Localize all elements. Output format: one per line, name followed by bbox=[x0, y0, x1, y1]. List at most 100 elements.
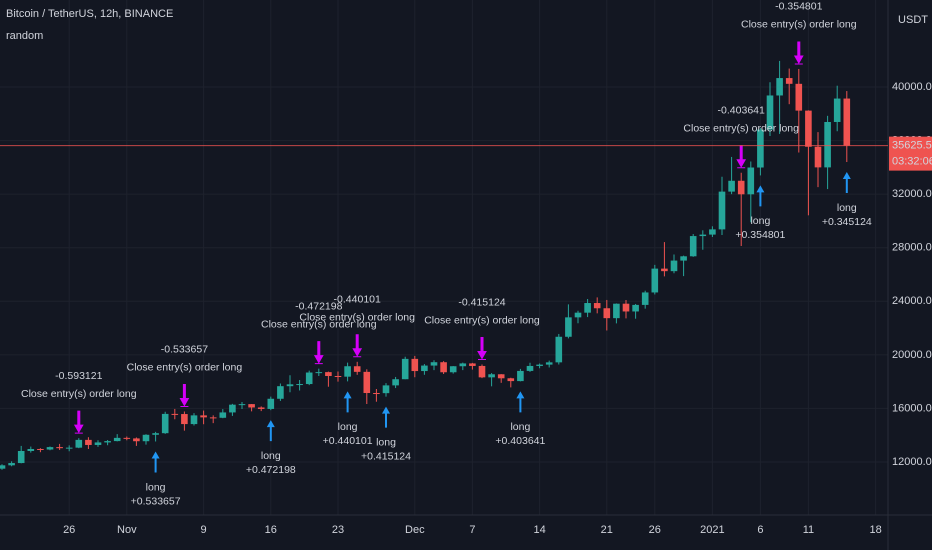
exit-label: Close entry(s) order long bbox=[261, 318, 377, 330]
grid-layer bbox=[0, 0, 888, 515]
candle-body bbox=[680, 256, 687, 261]
exit-qty: -0.593121 bbox=[55, 370, 102, 382]
candle-body bbox=[526, 365, 534, 371]
last-price-box bbox=[889, 136, 932, 171]
candle-body bbox=[469, 363, 476, 366]
x-tick-label: 11 bbox=[803, 524, 814, 536]
candle-body bbox=[776, 78, 783, 96]
exit-label: Close entry(s) order long bbox=[127, 361, 243, 373]
candle-body bbox=[584, 303, 591, 313]
indicator-name: random bbox=[6, 30, 43, 42]
candle-body bbox=[113, 437, 121, 442]
candle-body bbox=[363, 371, 371, 394]
candle-body bbox=[843, 98, 851, 146]
candle-body bbox=[27, 448, 35, 451]
candle-body bbox=[785, 78, 793, 84]
x-tick-label: 7 bbox=[469, 524, 475, 536]
entry-label: long bbox=[750, 215, 770, 227]
exit-qty: -0.472198 bbox=[295, 300, 342, 312]
x-tick-label: 16 bbox=[265, 524, 277, 536]
candle-body bbox=[478, 365, 486, 378]
candle-body bbox=[632, 304, 639, 312]
candle-body bbox=[161, 413, 169, 434]
candle-body bbox=[190, 415, 198, 425]
candle-body bbox=[229, 404, 236, 413]
x-tick-label: 6 bbox=[757, 524, 763, 536]
candle-body bbox=[401, 358, 409, 380]
candle-body bbox=[373, 393, 380, 395]
entry-arrow bbox=[842, 172, 851, 194]
candle-body bbox=[8, 463, 15, 466]
exit-qty: -0.533657 bbox=[161, 343, 208, 355]
candle-body bbox=[353, 366, 361, 372]
x-tick-label: 14 bbox=[533, 524, 545, 536]
candle-body bbox=[75, 439, 83, 448]
candle-body bbox=[449, 366, 457, 373]
candle-body bbox=[728, 180, 735, 192]
x-tick-label: 23 bbox=[332, 524, 344, 536]
x-tick-label: 26 bbox=[649, 524, 661, 536]
candle-body bbox=[622, 303, 630, 312]
candle-body bbox=[545, 362, 553, 365]
entry-label: long bbox=[837, 202, 857, 214]
candle-body bbox=[133, 438, 140, 442]
candle-body bbox=[565, 317, 572, 337]
candle-body bbox=[315, 372, 323, 374]
candle-body bbox=[267, 398, 275, 409]
candle-body bbox=[296, 384, 303, 386]
entry-arrow bbox=[266, 420, 275, 442]
candle-body bbox=[613, 303, 620, 319]
candle-body bbox=[641, 292, 649, 305]
x-tick-label: Dec bbox=[405, 524, 425, 536]
candle-body bbox=[65, 447, 73, 449]
candle-body bbox=[421, 365, 428, 372]
candle-body bbox=[670, 260, 678, 272]
x-tick-label: 26 bbox=[63, 524, 75, 536]
entry-qty: +0.472198 bbox=[246, 464, 296, 476]
candle-body bbox=[689, 236, 697, 257]
candle-body bbox=[555, 336, 563, 363]
candle-body bbox=[488, 374, 495, 378]
exit-qty: -0.403641 bbox=[718, 105, 765, 117]
candle-body bbox=[795, 83, 803, 111]
candle-body bbox=[661, 268, 668, 272]
y-tick-label: 32000.00 bbox=[892, 188, 932, 200]
exit-qty: -0.415124 bbox=[458, 296, 505, 308]
entry-label: long bbox=[146, 481, 166, 493]
plot-layer bbox=[0, 41, 851, 473]
exit-label: Close entry(s) order long bbox=[299, 312, 415, 324]
candle-body bbox=[85, 439, 92, 445]
candle-body bbox=[833, 98, 841, 122]
candle-body bbox=[17, 450, 25, 464]
candle-body bbox=[411, 358, 419, 372]
exit-label: Close entry(s) order long bbox=[424, 314, 540, 326]
x-tick-label: 2021 bbox=[700, 524, 724, 536]
entry-qty: +0.354801 bbox=[735, 229, 785, 241]
candle-body bbox=[286, 384, 294, 387]
candle-body bbox=[709, 229, 716, 235]
candle-body bbox=[238, 404, 246, 406]
exit-qty: -0.354801 bbox=[775, 1, 822, 13]
candle-body bbox=[440, 362, 447, 373]
y-tick-label: 28000.00 bbox=[892, 242, 932, 254]
y-tick-label: 24000.00 bbox=[892, 295, 932, 307]
last-price-label: 35625.53 bbox=[892, 140, 932, 152]
x-tick-label: 21 bbox=[601, 524, 613, 536]
entry-arrow bbox=[343, 391, 352, 413]
entry-arrow bbox=[382, 406, 390, 428]
y-tick-label: 40000.00 bbox=[892, 81, 932, 93]
entry-arrow bbox=[516, 391, 525, 413]
candle-body bbox=[248, 404, 255, 408]
candle-body bbox=[94, 442, 102, 445]
candle-body bbox=[142, 434, 150, 442]
exit-label: Close entry(s) order long bbox=[741, 19, 857, 31]
candle-body bbox=[305, 372, 313, 385]
candle-body bbox=[766, 95, 774, 130]
entry-label: long bbox=[376, 436, 396, 448]
candle-body bbox=[152, 433, 159, 435]
exit-label: Close entry(s) order long bbox=[683, 123, 799, 135]
currency-label: USDT bbox=[898, 14, 928, 26]
candle-body bbox=[737, 180, 745, 195]
entry-label: long bbox=[510, 421, 530, 433]
